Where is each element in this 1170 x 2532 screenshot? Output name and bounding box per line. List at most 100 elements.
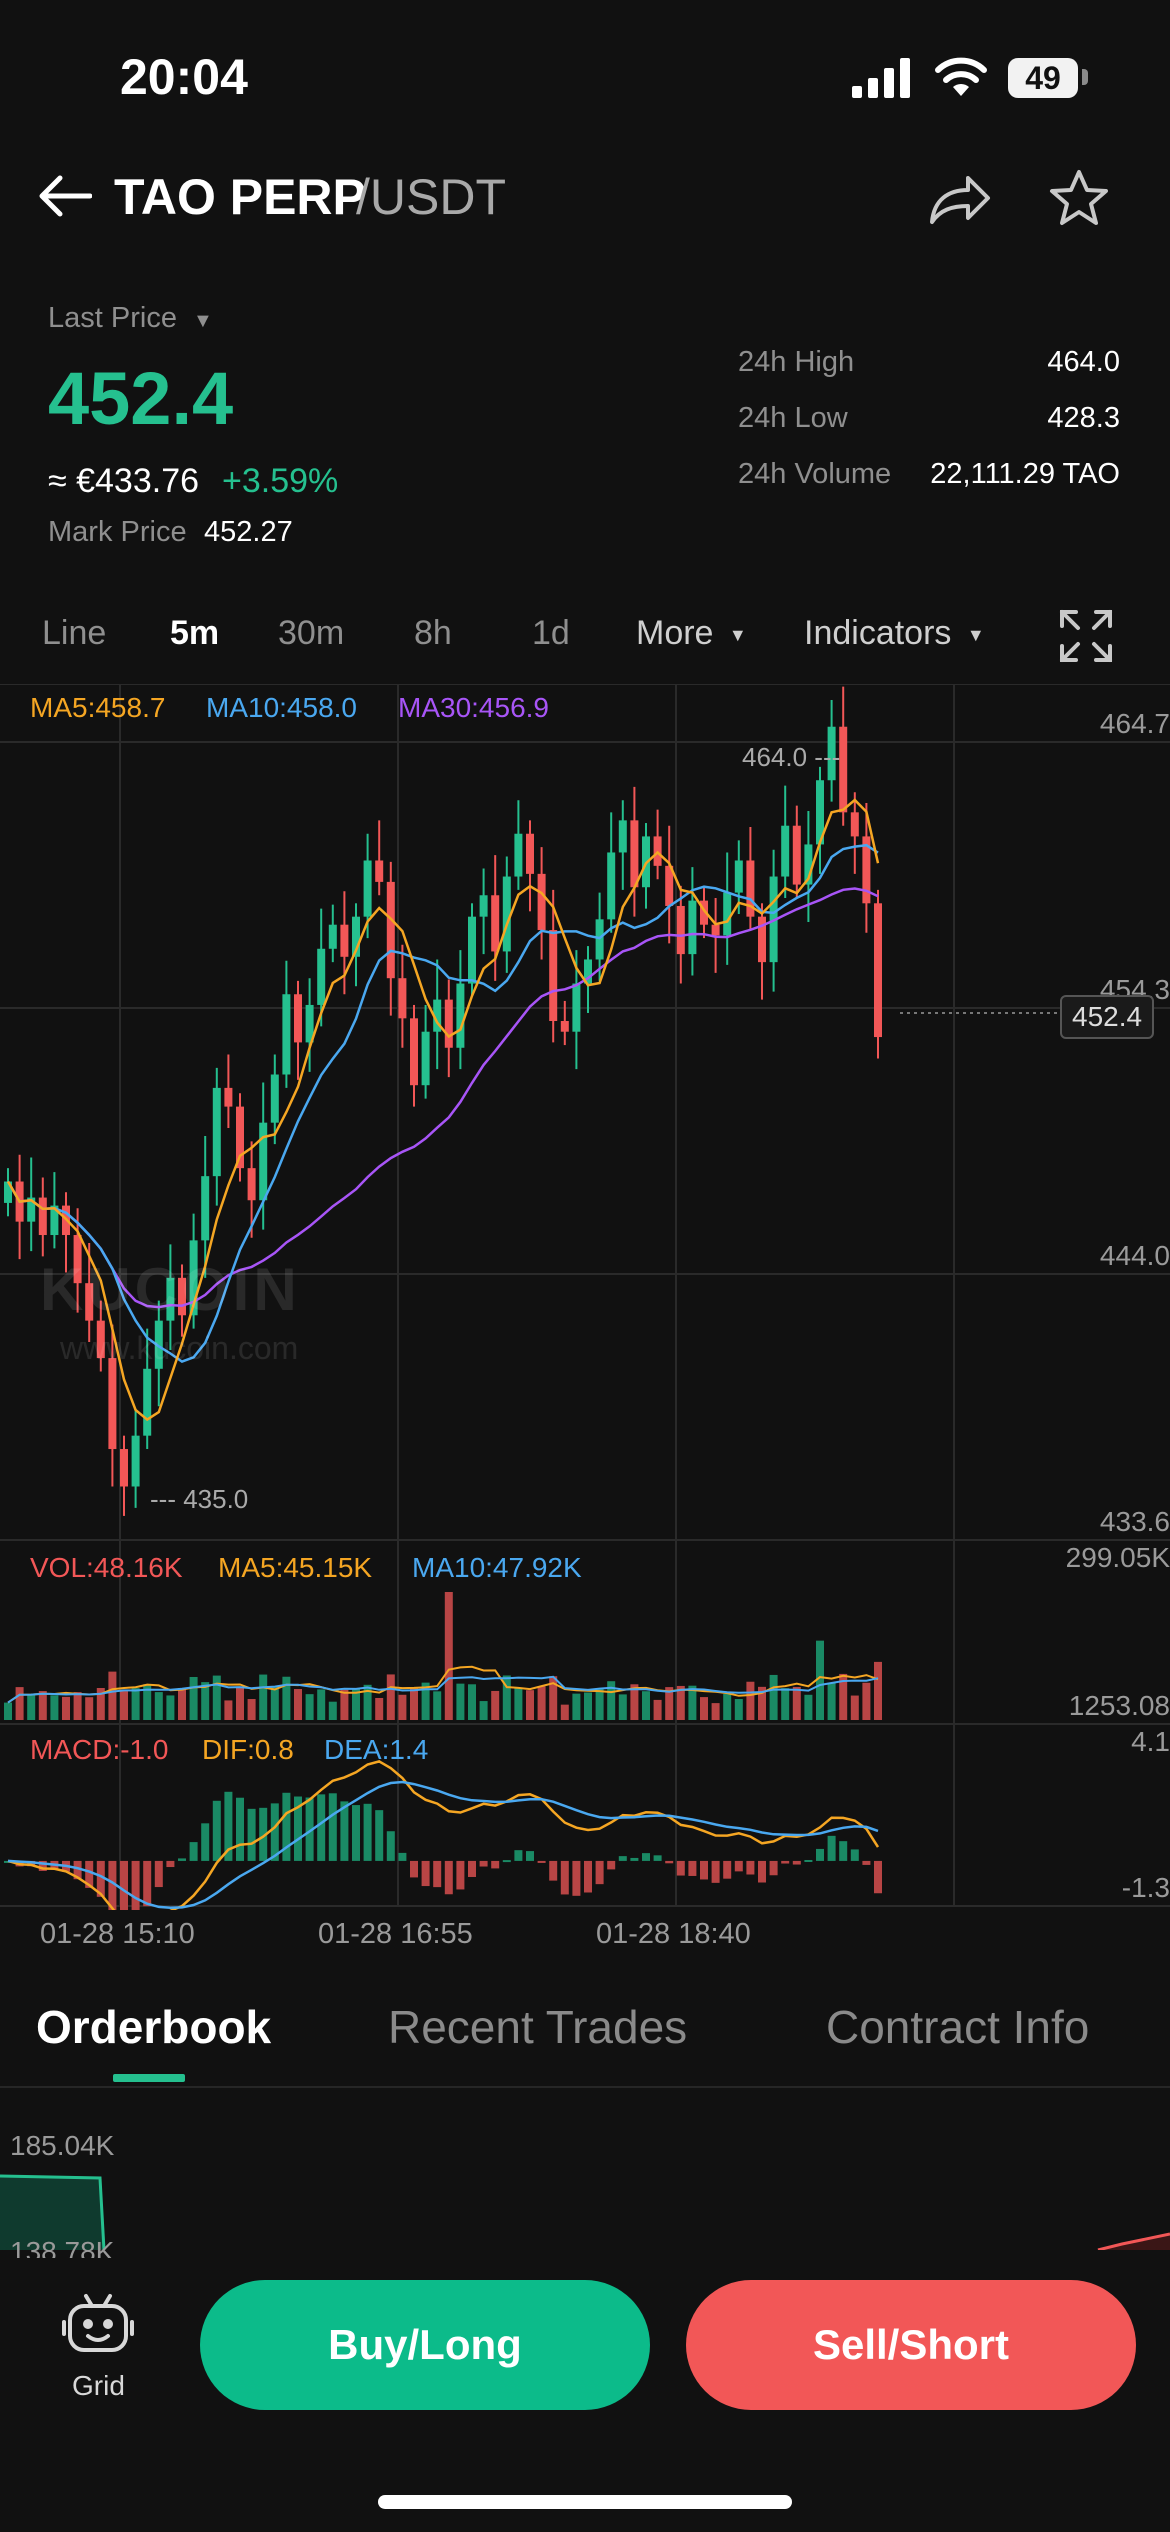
candle-body: [363, 860, 372, 917]
macd-bar: [850, 1849, 859, 1861]
volume-bar: [247, 1699, 256, 1720]
macd-bar: [120, 1860, 128, 1910]
macd-bar: [862, 1860, 871, 1865]
volume-bar: [514, 1687, 523, 1720]
macd-bar: [236, 1797, 244, 1861]
timeframe-1d[interactable]: 1d: [532, 614, 570, 652]
volume-bar: [62, 1696, 70, 1720]
volume-bar: [549, 1676, 558, 1720]
volume-axis-label: 299.05K: [1065, 1542, 1170, 1573]
candle-body: [607, 852, 616, 920]
tab-contract-info[interactable]: Contract Info: [826, 2001, 1090, 2053]
volume-bar: [816, 1640, 824, 1720]
ma10-legend: MA10:458.0: [206, 692, 357, 723]
timeframe-line[interactable]: Line: [42, 614, 107, 652]
dea-line: [7, 1780, 879, 1909]
grid-bot-icon[interactable]: [60, 2290, 136, 2362]
timeframe-5m[interactable]: 5m: [170, 614, 220, 652]
volume-bar: [50, 1695, 59, 1720]
candle-body: [282, 994, 291, 1075]
macd-bar: [352, 1805, 360, 1861]
candle-body: [502, 876, 511, 952]
volume-bar: [711, 1703, 720, 1720]
volume-bar: [375, 1697, 384, 1720]
candle-body: [108, 1358, 117, 1450]
candle-body: [27, 1197, 36, 1222]
candle-body: [154, 1320, 163, 1369]
tab-recent-trades[interactable]: Recent Trades: [388, 2001, 688, 2053]
candle-body: [247, 1168, 256, 1201]
back-arrow-icon[interactable]: [38, 174, 92, 218]
candle-body: [85, 1283, 94, 1321]
volume-bar: [352, 1688, 360, 1720]
candle-body: [630, 820, 639, 888]
candle-body: [386, 881, 395, 979]
macd-bar: [363, 1803, 372, 1861]
timeframe-30m[interactable]: 30m: [278, 614, 345, 652]
volume-bar: [236, 1687, 244, 1720]
star-icon[interactable]: [1048, 168, 1110, 228]
macd-bar: [607, 1860, 616, 1870]
volume-bar: [642, 1691, 650, 1720]
candle-body: [526, 833, 534, 874]
moving-averages: [6, 798, 880, 1422]
candle-body: [201, 1176, 210, 1241]
candle-body: [572, 983, 581, 1032]
macd-bar: [769, 1860, 778, 1876]
candle-body: [433, 999, 442, 1032]
macd-bar: [468, 1860, 476, 1877]
macd-histogram: [4, 1760, 882, 1910]
tab-divider: [0, 2086, 1170, 2088]
macd-bar: [839, 1841, 848, 1861]
volume-bar: [38, 1691, 47, 1720]
fullscreen-icon[interactable]: [1058, 608, 1114, 664]
last-price: 452.4: [48, 357, 234, 440]
macd-bar: [746, 1860, 755, 1875]
candle-body: [212, 1087, 221, 1177]
more-dropdown[interactable]: More ▼: [636, 614, 747, 653]
ma30-legend: MA30:456.9: [398, 692, 549, 723]
macd-bar: [688, 1860, 697, 1876]
candle-body: [73, 1235, 82, 1284]
timeframe-8h[interactable]: 8h: [414, 614, 452, 652]
macd-bar: [502, 1860, 511, 1863]
candle-body: [38, 1197, 47, 1236]
buy-long-button[interactable]: Buy/Long: [200, 2280, 650, 2410]
volume-bar: [468, 1684, 476, 1720]
dif-line: [7, 1760, 880, 1910]
volume-bar: [410, 1687, 418, 1720]
volume-bar: [398, 1694, 407, 1720]
vol-ma10-legend: MA10:47.92K: [412, 1552, 582, 1583]
macd-bar: [874, 1860, 882, 1894]
indicators-label: Indicators: [804, 614, 952, 652]
candle-body: [688, 900, 697, 955]
macd-bar: [85, 1860, 94, 1888]
macd-bar: [317, 1794, 326, 1861]
macd-bar: [734, 1860, 743, 1872]
price-change: +3.59%: [222, 462, 339, 500]
sell-short-button[interactable]: Sell/Short: [686, 2280, 1136, 2410]
vol-ma5-legend: MA5:45.15K: [218, 1552, 373, 1583]
candle-body: [781, 825, 790, 877]
last-price-label[interactable]: Last Price ▼: [48, 302, 213, 335]
signal-icon: [852, 58, 910, 98]
active-tab-indicator: [113, 2074, 185, 2082]
volume-bar: [560, 1704, 569, 1720]
candle-body: [874, 903, 882, 1038]
candles: [4, 686, 882, 1516]
indicators-dropdown[interactable]: Indicators ▼: [804, 614, 985, 653]
macd-bar: [143, 1860, 152, 1907]
macd-bar: [96, 1860, 105, 1897]
macd-bar: [723, 1860, 732, 1879]
tab-orderbook[interactable]: Orderbook: [36, 2001, 272, 2053]
candle-body: [352, 916, 360, 957]
ma5-legend: MA5:458.7: [30, 692, 166, 723]
macd-bar: [166, 1860, 175, 1868]
share-icon[interactable]: [928, 172, 992, 226]
candle-body: [862, 836, 871, 904]
volume-bar: [491, 1690, 500, 1720]
battery-nub: [1082, 69, 1088, 85]
volume-bars: [4, 1592, 882, 1720]
candlestick-chart[interactable]: [0, 684, 1170, 1910]
candle-body: [236, 1106, 244, 1169]
